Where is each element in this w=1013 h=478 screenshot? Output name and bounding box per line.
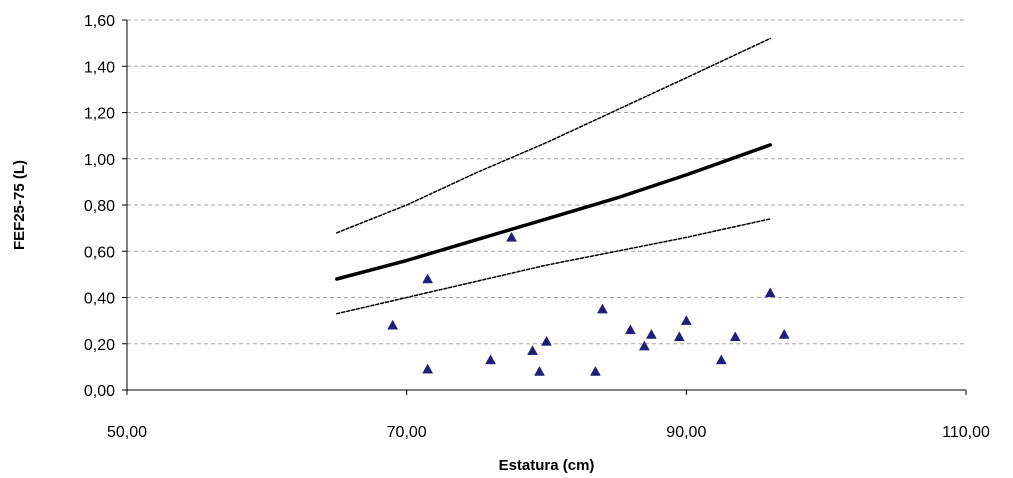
data-point xyxy=(645,328,657,339)
data-point xyxy=(715,354,727,365)
data-point xyxy=(597,303,608,314)
reference-curve-limit-2 xyxy=(336,218,771,315)
y-tick-label: 0,00 xyxy=(84,383,115,400)
y-tick-label: 0,80 xyxy=(84,198,115,215)
x-tick-label: 70,00 xyxy=(387,424,427,441)
data-point xyxy=(624,324,636,335)
data-point xyxy=(680,315,692,325)
data-point xyxy=(673,331,685,342)
x-axis-title: Estatura (cm) xyxy=(499,457,595,474)
data-point xyxy=(422,273,434,284)
y-tick-label: 0,60 xyxy=(84,244,115,261)
data-point xyxy=(764,287,776,298)
data-point xyxy=(778,328,790,339)
x-tick-label: 90,00 xyxy=(666,424,706,441)
y-axis-title: FEF25-75 (L) xyxy=(11,160,28,250)
reference-curve-mean xyxy=(335,143,772,281)
y-tick-labels: 0,00 0,20 0,40 0,60 0,80 1,00 1,20 1,40 1,60 xyxy=(84,13,115,400)
data-point xyxy=(534,365,545,376)
data-points xyxy=(387,231,790,376)
reference-curve-limit-1 xyxy=(336,37,771,234)
x-tick-label: 50,00 xyxy=(107,424,147,441)
y-tick-label: 0,20 xyxy=(84,337,115,354)
x-tick-label: 110,00 xyxy=(942,424,990,441)
data-point xyxy=(527,345,538,355)
gridlines xyxy=(127,19,966,345)
reference-curves xyxy=(335,37,772,315)
data-point xyxy=(541,335,552,346)
y-tick-label: 0,40 xyxy=(84,291,115,308)
data-point xyxy=(729,331,741,342)
data-point xyxy=(485,354,496,365)
axes xyxy=(122,19,967,395)
x-tick-labels: 50,00 70,00 90,00 110,00 xyxy=(107,424,990,441)
y-tick-label: 1,00 xyxy=(84,152,115,169)
data-point xyxy=(387,319,399,330)
data-point xyxy=(590,365,601,376)
y-tick-label: 1,20 xyxy=(84,106,115,123)
data-point xyxy=(638,340,650,351)
data-point xyxy=(506,231,517,242)
y-tick-label: 1,40 xyxy=(84,59,115,76)
y-tick-label: 1,60 xyxy=(84,13,115,30)
data-point xyxy=(422,363,434,374)
